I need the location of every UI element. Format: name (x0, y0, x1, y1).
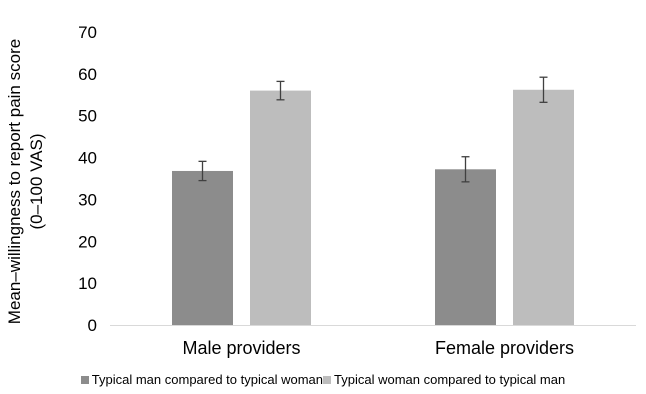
y-tick-label: 0 (88, 316, 97, 335)
y-tick-label: 60 (78, 65, 97, 84)
legend-label: Typical man compared to typical woman (91, 372, 323, 387)
bar (172, 170, 233, 325)
legend-item: Typical woman compared to typical man (323, 372, 565, 387)
y-axis-label-line: Mean–willingness to report pain score (5, 39, 24, 324)
bar (250, 90, 311, 325)
y-tick-label: 70 (78, 23, 97, 42)
x-category-label: Male providers (182, 338, 300, 358)
legend-swatch (323, 375, 331, 384)
legend-swatch (80, 375, 89, 384)
y-axis-ticks: 0 10 20 30 40 50 60 70 (78, 23, 97, 335)
y-tick-label: 50 (78, 107, 97, 126)
legend-label: Typical woman compared to typical man (334, 372, 566, 387)
error-bars (198, 76, 548, 183)
y-axis-label: Mean–willingness to report pain score (0–… (5, 39, 46, 324)
y-axis-label-line: (0–100 VAS) (27, 133, 46, 229)
y-tick-label: 40 (78, 149, 97, 168)
bar-chart: Mean–willingness to report pain score (0–… (5, 23, 636, 358)
legend: Typical man compared to typical woman Typ… (0, 372, 646, 387)
bar (435, 169, 496, 325)
y-tick-label: 10 (78, 274, 97, 293)
y-tick-label: 20 (78, 232, 97, 251)
bar (513, 89, 574, 326)
y-tick-label: 30 (78, 190, 97, 209)
bars (172, 89, 574, 326)
x-axis-categories: Male providers Female providers (182, 338, 574, 358)
x-category-label: Female providers (435, 338, 574, 358)
legend-item: Typical man compared to typical woman (80, 372, 323, 387)
